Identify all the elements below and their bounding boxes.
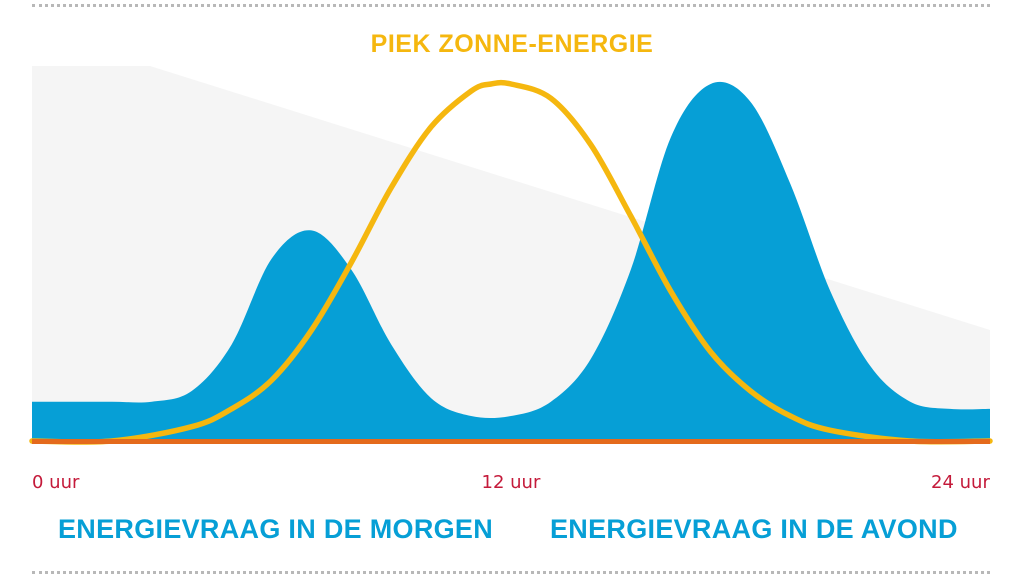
x-tick-label-12: 12 uur [481,472,541,493]
demand-area-series [32,81,990,442]
evening-demand-label: ENERGIEVRAAG IN DE AVOND [550,514,958,544]
chart-title: PIEK ZONNE-ENERGIE [370,30,654,58]
top-dotted-rule [32,4,990,7]
solar-line-series [29,79,993,445]
x-tick-label-24: 24 uur [931,472,990,493]
bottom-dotted-rule [32,571,990,574]
x-axis-baseline [32,439,990,444]
morning-demand-label: ENERGIEVRAAG IN DE MORGEN [58,514,494,544]
x-tick-label-0: 0 uur [32,472,80,493]
